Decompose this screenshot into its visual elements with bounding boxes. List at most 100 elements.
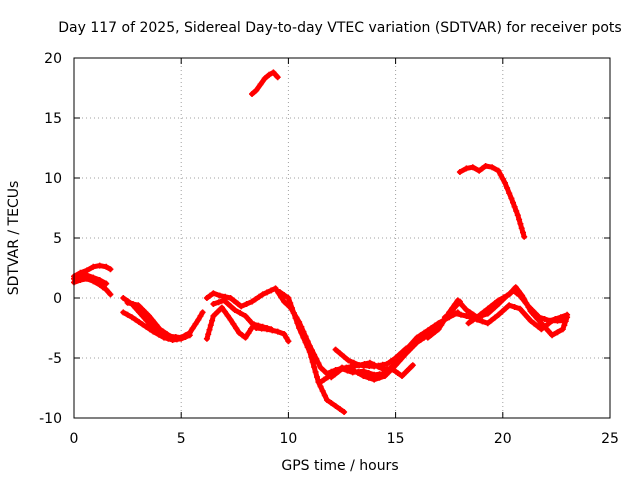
data-point xyxy=(249,91,255,97)
data-point xyxy=(451,301,458,308)
data-point xyxy=(517,220,524,227)
data-point xyxy=(349,369,356,376)
data-point xyxy=(276,289,283,295)
data-point xyxy=(195,316,202,323)
data-point xyxy=(564,314,571,321)
data-point xyxy=(477,311,484,318)
data-point xyxy=(253,87,260,94)
data-point xyxy=(313,356,320,362)
data-point xyxy=(197,313,204,319)
data-point xyxy=(336,350,343,357)
data-point xyxy=(136,309,142,315)
y-tick-label: 5 xyxy=(53,231,62,247)
data-point xyxy=(454,297,461,304)
data-point xyxy=(218,304,225,311)
data-point xyxy=(499,308,506,315)
data-point xyxy=(285,301,292,307)
data-point xyxy=(509,287,516,294)
data-point xyxy=(321,376,328,383)
data-point xyxy=(259,291,266,298)
data-point xyxy=(389,363,395,370)
data-point xyxy=(96,277,103,283)
data-point xyxy=(120,295,127,301)
data-point xyxy=(511,304,518,310)
data-point xyxy=(136,319,142,325)
data-point xyxy=(83,272,90,279)
data-point xyxy=(549,332,556,339)
data-point xyxy=(371,371,378,378)
data-point xyxy=(107,266,114,273)
data-point xyxy=(90,274,97,281)
data-point xyxy=(521,296,528,303)
data-point xyxy=(138,305,145,312)
data-point xyxy=(293,314,300,321)
data-point xyxy=(155,331,162,338)
data-point xyxy=(128,314,135,321)
data-point xyxy=(542,324,548,331)
data-point xyxy=(534,316,541,323)
data-point xyxy=(521,233,528,240)
data-point xyxy=(388,358,395,364)
data-point xyxy=(248,325,255,332)
data-point xyxy=(314,374,320,380)
data-point xyxy=(228,303,235,310)
data-point xyxy=(458,311,464,318)
data-point xyxy=(186,332,193,339)
data-point xyxy=(315,360,322,367)
data-point xyxy=(210,290,217,297)
data-point xyxy=(534,323,541,330)
data-point xyxy=(484,305,491,312)
data-point xyxy=(399,373,405,379)
data-point xyxy=(243,301,250,307)
data-point xyxy=(506,291,513,298)
data-point xyxy=(520,309,527,316)
data-point xyxy=(417,332,424,339)
data-point xyxy=(246,317,253,323)
data-point xyxy=(431,322,438,329)
data-point xyxy=(399,351,406,357)
data-point xyxy=(489,164,496,171)
data-point xyxy=(360,368,367,375)
x-axis-label: GPS time / hours xyxy=(281,458,398,474)
y-tick-label: 20 xyxy=(44,51,62,67)
data-point xyxy=(510,199,516,206)
data-point xyxy=(281,298,288,305)
data-point xyxy=(332,403,339,409)
data-point xyxy=(371,361,378,368)
data-point xyxy=(344,367,351,374)
series-track-6 xyxy=(124,299,185,341)
data-point xyxy=(242,313,249,319)
data-point xyxy=(120,309,127,316)
data-point xyxy=(463,307,470,313)
data-point xyxy=(274,74,281,81)
data-point xyxy=(447,312,454,319)
data-point xyxy=(143,317,150,323)
data-point xyxy=(392,359,399,366)
plot-frame xyxy=(73,57,611,419)
data-point xyxy=(350,359,357,366)
data-point xyxy=(156,326,163,333)
data-point xyxy=(512,284,519,291)
data-point xyxy=(562,318,569,325)
data-point xyxy=(376,371,383,378)
data-point xyxy=(356,362,363,369)
data-point xyxy=(203,295,210,301)
data-point xyxy=(142,309,149,316)
x-tick-labels: 0 5 10 15 20 25 xyxy=(70,431,619,447)
data-point xyxy=(274,328,281,335)
data-point xyxy=(90,263,97,270)
data-point xyxy=(488,317,495,324)
data-point xyxy=(524,313,531,320)
y-tick-label: -5 xyxy=(48,351,62,367)
data-point xyxy=(538,326,545,333)
data-point xyxy=(428,331,435,338)
data-point xyxy=(124,311,131,318)
data-point xyxy=(149,317,156,324)
x-tick-label: 10 xyxy=(279,431,297,447)
data-point xyxy=(516,216,523,223)
x-tick-label: 25 xyxy=(601,431,619,447)
data-point xyxy=(132,316,139,323)
data-series xyxy=(71,69,571,415)
data-point xyxy=(281,331,288,337)
data-point xyxy=(224,312,231,319)
